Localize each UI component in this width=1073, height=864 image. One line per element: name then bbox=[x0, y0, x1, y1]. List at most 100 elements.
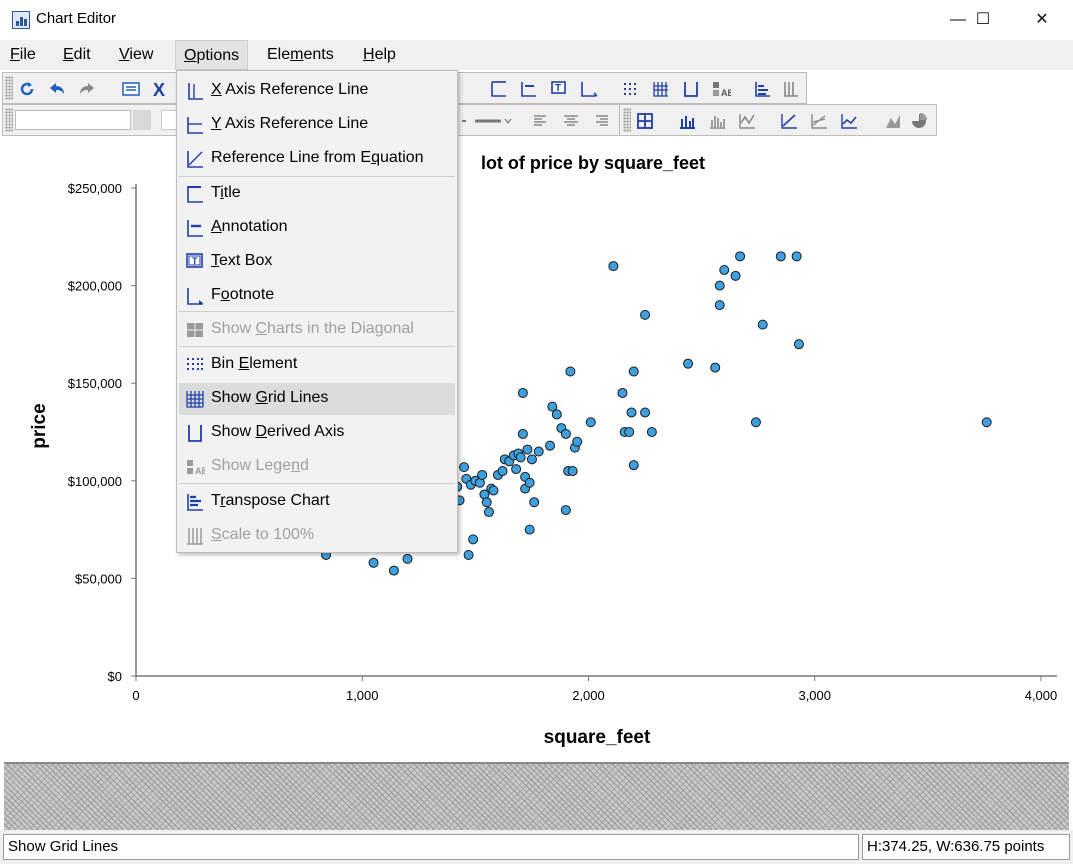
data-point[interactable] bbox=[524, 477, 535, 488]
data-point[interactable] bbox=[714, 280, 725, 291]
data-point[interactable] bbox=[567, 466, 578, 477]
x-axis-select-icon[interactable]: X bbox=[151, 79, 171, 99]
data-point[interactable] bbox=[488, 485, 499, 496]
annotation-toolbar-icon[interactable] bbox=[519, 79, 539, 99]
pie-chart-icon[interactable] bbox=[909, 111, 929, 131]
text-box-toolbar-icon[interactable]: T bbox=[549, 79, 569, 99]
chart-title[interactable]: lot of price by square_feet bbox=[481, 153, 705, 173]
area-chart-icon[interactable] bbox=[883, 111, 903, 131]
y-axis-label[interactable]: price bbox=[29, 403, 50, 448]
histogram-icon[interactable] bbox=[707, 111, 727, 131]
size-combo[interactable] bbox=[161, 110, 177, 130]
data-point[interactable] bbox=[524, 524, 535, 535]
menu-elements[interactable]: Elements bbox=[267, 46, 334, 63]
data-point[interactable] bbox=[572, 436, 583, 447]
data-point[interactable] bbox=[526, 454, 537, 465]
data-point[interactable] bbox=[735, 251, 746, 262]
grid-lines-toolbar-icon[interactable] bbox=[651, 79, 671, 99]
menu-edit[interactable]: Edit bbox=[63, 46, 91, 63]
data-point[interactable] bbox=[683, 358, 694, 369]
undo-icon[interactable] bbox=[47, 79, 67, 99]
data-point[interactable] bbox=[640, 309, 651, 320]
menu-file[interactable]: File bbox=[10, 46, 36, 63]
data-point[interactable] bbox=[459, 462, 470, 473]
interpolation-line-icon[interactable] bbox=[839, 111, 859, 131]
data-point[interactable] bbox=[791, 251, 802, 262]
data-point[interactable] bbox=[560, 505, 571, 516]
data-point[interactable] bbox=[714, 300, 725, 311]
menu-item-footnote[interactable]: Footnote bbox=[179, 280, 455, 312]
title-toolbar-icon[interactable] bbox=[489, 79, 509, 99]
data-point[interactable] bbox=[608, 261, 619, 272]
menu-item-annotation[interactable]: Annotation bbox=[179, 212, 455, 244]
data-point[interactable] bbox=[617, 387, 628, 398]
data-point[interactable] bbox=[515, 452, 526, 463]
data-point[interactable] bbox=[719, 264, 730, 275]
data-point[interactable] bbox=[468, 534, 479, 545]
fit-line-subgroup-icon[interactable] bbox=[809, 111, 829, 131]
menu-item-x-axis-reference-line[interactable]: X Axis Reference Line bbox=[179, 75, 455, 107]
transpose-toolbar-icon[interactable] bbox=[753, 79, 773, 99]
data-point[interactable] bbox=[517, 387, 528, 398]
data-point[interactable] bbox=[981, 417, 992, 428]
data-point[interactable] bbox=[628, 460, 639, 471]
menu-item-derived-axis[interactable]: Show Derived Axis bbox=[179, 417, 455, 449]
data-point[interactable] bbox=[522, 444, 533, 455]
menu-view[interactable]: View bbox=[119, 46, 154, 63]
data-point[interactable] bbox=[533, 446, 544, 457]
align-left-icon[interactable] bbox=[531, 111, 551, 131]
data-point[interactable] bbox=[388, 565, 399, 576]
scatter-plot[interactable]: lot of price by square_feet square_feet … bbox=[1, 138, 1072, 762]
grid-frame-icon[interactable] bbox=[635, 111, 655, 131]
derived-axis-toolbar-icon[interactable] bbox=[681, 79, 701, 99]
data-point[interactable] bbox=[483, 507, 494, 518]
data-point[interactable] bbox=[463, 549, 474, 560]
menu-item-title[interactable]: Title bbox=[179, 178, 455, 210]
data-point[interactable] bbox=[710, 362, 721, 373]
data-point[interactable] bbox=[402, 553, 413, 564]
data-point[interactable] bbox=[730, 270, 741, 281]
minimize-button[interactable]: — bbox=[950, 11, 966, 28]
data-point[interactable] bbox=[551, 409, 562, 420]
legend-toolbar-icon[interactable]: AB bbox=[711, 79, 731, 99]
data-point[interactable] bbox=[481, 497, 492, 508]
data-point[interactable] bbox=[626, 407, 637, 418]
menu-item-bin-element[interactable]: Bin Element bbox=[179, 349, 455, 381]
data-point[interactable] bbox=[628, 366, 639, 377]
redo-icon[interactable] bbox=[77, 79, 97, 99]
data-point[interactable] bbox=[757, 319, 768, 330]
fit-line-icon[interactable] bbox=[779, 111, 799, 131]
data-point[interactable] bbox=[547, 401, 558, 412]
footnote-toolbar-icon[interactable] bbox=[579, 79, 599, 99]
data-point[interactable] bbox=[368, 557, 379, 568]
x-axis-label[interactable]: square_feet bbox=[544, 727, 651, 748]
data-point[interactable] bbox=[517, 428, 528, 439]
font-combo[interactable] bbox=[15, 110, 131, 130]
bin-element-toolbar-icon[interactable] bbox=[621, 79, 641, 99]
refresh-icon[interactable] bbox=[17, 79, 37, 99]
chart-canvas[interactable]: lot of price by square_feet square_feet … bbox=[1, 138, 1072, 762]
line-weight-dropdown[interactable] bbox=[473, 111, 513, 131]
data-point[interactable] bbox=[585, 417, 596, 428]
bar-chart-icon[interactable] bbox=[677, 111, 697, 131]
data-point[interactable] bbox=[565, 366, 576, 377]
menu-item-transpose-chart[interactable]: Transpose Chart bbox=[179, 486, 455, 518]
data-point[interactable] bbox=[624, 427, 635, 437]
properties-icon[interactable] bbox=[121, 79, 141, 99]
data-point[interactable] bbox=[529, 497, 540, 508]
maximize-button[interactable]: ☐ bbox=[975, 11, 991, 28]
align-right-icon[interactable] bbox=[591, 111, 611, 131]
data-point[interactable] bbox=[477, 469, 488, 480]
close-button[interactable]: ✕ bbox=[1035, 11, 1049, 28]
data-point[interactable] bbox=[497, 466, 508, 477]
line-style-icon[interactable] bbox=[461, 111, 481, 131]
font-combo-arrow[interactable] bbox=[133, 110, 151, 130]
menu-item-grid-lines[interactable]: Show Grid Lines bbox=[179, 383, 455, 415]
align-center-icon[interactable] bbox=[561, 111, 581, 131]
data-point[interactable] bbox=[511, 464, 522, 475]
menu-help[interactable]: Help bbox=[363, 46, 396, 63]
data-point[interactable] bbox=[560, 428, 571, 439]
data-point[interactable] bbox=[793, 339, 804, 350]
data-point[interactable] bbox=[750, 417, 761, 428]
toolbar-grip[interactable] bbox=[5, 76, 13, 100]
